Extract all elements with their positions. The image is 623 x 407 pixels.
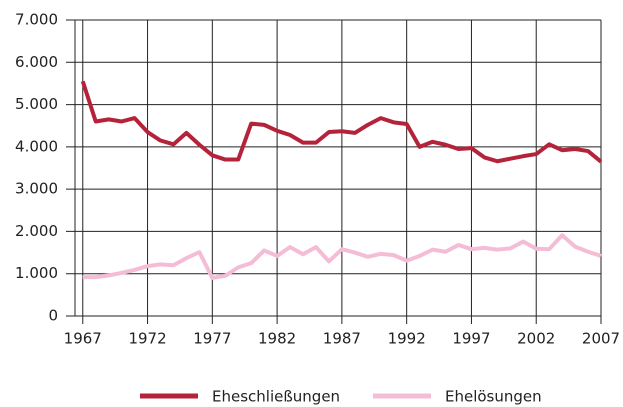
- x-tick-label: 1967: [64, 330, 102, 348]
- data-line: [82, 233, 602, 280]
- x-tick-label: 2007: [582, 330, 620, 348]
- y-tick-label: 4.000: [15, 137, 58, 155]
- y-tick-label: 6.000: [15, 53, 58, 71]
- data-line: [80, 80, 603, 164]
- y-tick-label: 3.000: [15, 180, 58, 198]
- x-tick-label: 1992: [388, 330, 426, 348]
- legend-label: Eheschließungen: [212, 388, 340, 406]
- y-tick-label: 1.000: [15, 264, 58, 282]
- x-tick-label: 1972: [128, 330, 166, 348]
- y-tick-label: 7.000: [15, 11, 58, 29]
- x-tick-label: 1982: [258, 330, 296, 348]
- y-tick-label: 0: [48, 307, 58, 325]
- x-tick-label: 1997: [452, 330, 490, 348]
- y-tick-label: 5.000: [15, 95, 58, 113]
- y-tick-label: 2.000: [15, 222, 58, 240]
- legend-label: Ehelösungen: [445, 388, 542, 406]
- x-tick-label: 1987: [323, 330, 361, 348]
- x-tick-label: 2002: [517, 330, 555, 348]
- x-tick-label: 1977: [193, 330, 231, 348]
